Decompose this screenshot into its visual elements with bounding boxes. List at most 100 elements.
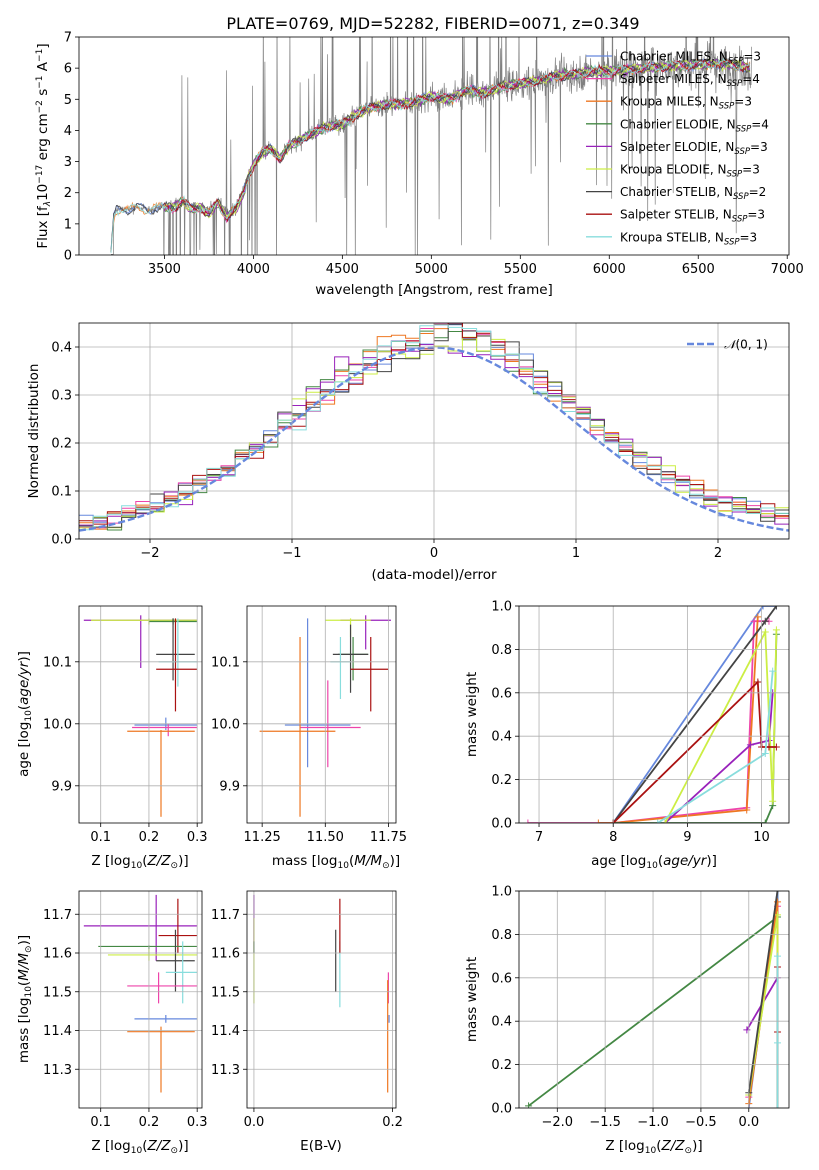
- point-marker: [769, 797, 777, 805]
- axes-frame: [78, 605, 203, 824]
- x-tick-label: 0.1: [90, 1115, 111, 1130]
- point-marker: [769, 667, 777, 675]
- y-tick-label: 0.4: [51, 341, 72, 356]
- x-tick-label: 0.2: [382, 1115, 403, 1130]
- y-tick-label: 0.3: [51, 389, 72, 404]
- point-marker: [772, 743, 780, 751]
- y-tick-label: 11.4: [211, 1024, 240, 1039]
- x-tick-label: 0: [430, 546, 438, 561]
- y-tick-label: 0.2: [51, 437, 72, 452]
- x-axis-label: (data-model)/error: [371, 567, 497, 583]
- y-tick-label: 10.0: [211, 717, 240, 732]
- point-marker: [524, 819, 532, 823]
- y-tick-label: 0.1: [51, 485, 72, 500]
- axes-frame: [78, 36, 790, 256]
- y-tick-label: 11.7: [43, 908, 72, 923]
- x-tick-label: −0.5: [685, 1115, 717, 1130]
- legend-label: 𝒩(0, 1): [724, 338, 768, 352]
- panel-4: 11.25 11.50 11.75 9.9 10.0 10.1 mass [log10(M/…: [211, 605, 407, 871]
- point-marker: [661, 819, 669, 823]
- y-tick-label: 10.1: [211, 655, 240, 670]
- axes-frame: [246, 890, 397, 1109]
- x-tick-label: 0.1: [90, 830, 111, 845]
- x-axis-label: mass [log10(M/M⊙)]: [272, 853, 400, 871]
- y-tick-label: 11.7: [211, 908, 240, 923]
- y-tick-label: 0.4: [491, 1015, 512, 1030]
- y-axis-label: Flux [fλ10−17 erg cm−2 s−1 A−1]: [35, 43, 53, 248]
- model-spectrum: [110, 58, 751, 254]
- y-tick-label: 5: [64, 93, 72, 108]
- x-tick-label: 2: [714, 546, 722, 561]
- legend-label: Kroupa ELODIE, NSSP=3: [620, 163, 760, 180]
- y-tick-label: 11.4: [43, 1024, 72, 1039]
- y-tick-label: 11.5: [211, 985, 240, 1000]
- x-tick-label: 3500: [148, 262, 181, 277]
- x-tick-label: 11.25: [244, 830, 281, 845]
- panel-2: −2 −1 0 1 2 0.0 0.1 0.2 0.3 0.4 𝒩(0, 1) (data-model…: [26, 322, 790, 583]
- cumulative-line: [664, 692, 774, 823]
- point-marker: [774, 952, 782, 960]
- plot-area: [83, 894, 198, 1093]
- legend-label: Chabrier MILES, NSSP=3: [620, 50, 761, 67]
- y-tick-label: 4: [64, 124, 72, 139]
- legend-label: Salpeter MILES, NSSP=4: [620, 72, 760, 89]
- y-axis-label: mass [log10(M/M⊙)]: [16, 935, 34, 1063]
- axes-frame: [246, 605, 397, 824]
- y-tick-label: 6: [64, 62, 72, 77]
- x-tick-label: 0.2: [139, 830, 160, 845]
- y-tick-label: 1.0: [491, 600, 512, 615]
- x-tick-label: 6000: [593, 262, 626, 277]
- y-axis-label: mass weight: [464, 957, 480, 1042]
- point-marker: [774, 1104, 782, 1108]
- y-tick-label: 11.5: [43, 985, 72, 1000]
- y-tick-label: 10.0: [43, 717, 72, 732]
- plot-area: [110, 37, 752, 255]
- point-marker: [743, 1026, 751, 1034]
- point-marker: [774, 891, 782, 895]
- point-marker: [774, 911, 782, 919]
- y-tick-label: 9.9: [51, 779, 72, 794]
- x-axis-label: Z [log10(Z/Z⊙)]: [605, 1138, 702, 1156]
- y-tick-label: 11.3: [43, 1063, 72, 1078]
- x-tick-label: 0.0: [738, 1115, 759, 1130]
- y-tick-label: 1: [64, 217, 72, 232]
- legend-label: Salpeter ELODIE, NSSP=3: [620, 140, 768, 157]
- y-tick-label: 0.6: [491, 686, 512, 701]
- panel-1: 3500 4000 4500 5000 5500 6000 6500 7000 0 1 2 3 4 5 6 7…: [35, 31, 804, 299]
- point-marker: [759, 606, 767, 610]
- point-marker: [761, 819, 769, 823]
- y-tick-label: 2: [64, 186, 72, 201]
- x-tick-label: 1: [572, 546, 580, 561]
- point-marker: [654, 819, 662, 823]
- axes-frame: [78, 322, 790, 540]
- x-tick-label: 0.3: [187, 830, 208, 845]
- y-tick-label: 0.0: [491, 817, 512, 832]
- legend-label: Salpeter STELIB, NSSP=3: [620, 208, 765, 225]
- x-tick-label: 8: [609, 830, 617, 845]
- x-axis-label: wavelength [Angstrom, rest frame]: [315, 282, 553, 298]
- legend-label: Chabrier ELODIE, NSSP=4: [620, 117, 769, 134]
- y-tick-label: 7: [64, 31, 72, 46]
- y-tick-label: 0.2: [491, 773, 512, 788]
- y-tick-label: 9.9: [219, 779, 240, 794]
- panel-3: 0.1 0.2 0.3 9.9 10.0 10.1 Z [log10(Z/Z⊙)] age […: [16, 605, 208, 871]
- cumulative-line: [747, 891, 779, 1093]
- point-marker: [746, 741, 754, 749]
- x-tick-label: 0.2: [139, 1115, 160, 1130]
- y-tick-label: 0: [64, 249, 72, 264]
- x-tick-label: 5500: [504, 262, 537, 277]
- x-tick-label: −2.0: [542, 1115, 574, 1130]
- y-tick-label: 0.2: [491, 1058, 512, 1073]
- cumulative-line: [612, 606, 777, 823]
- x-tick-label: 5000: [415, 262, 448, 277]
- point-marker: [754, 613, 762, 621]
- y-tick-label: 11.6: [43, 947, 72, 962]
- plot-area: [83, 615, 198, 817]
- plot-area: [524, 606, 780, 823]
- point-marker: [750, 617, 758, 625]
- y-tick-label: 0.0: [51, 533, 72, 548]
- y-axis-label: age [log10(age/yr)]: [16, 651, 34, 777]
- y-tick-label: 0.8: [491, 928, 512, 943]
- y-tick-label: 11.3: [211, 1063, 240, 1078]
